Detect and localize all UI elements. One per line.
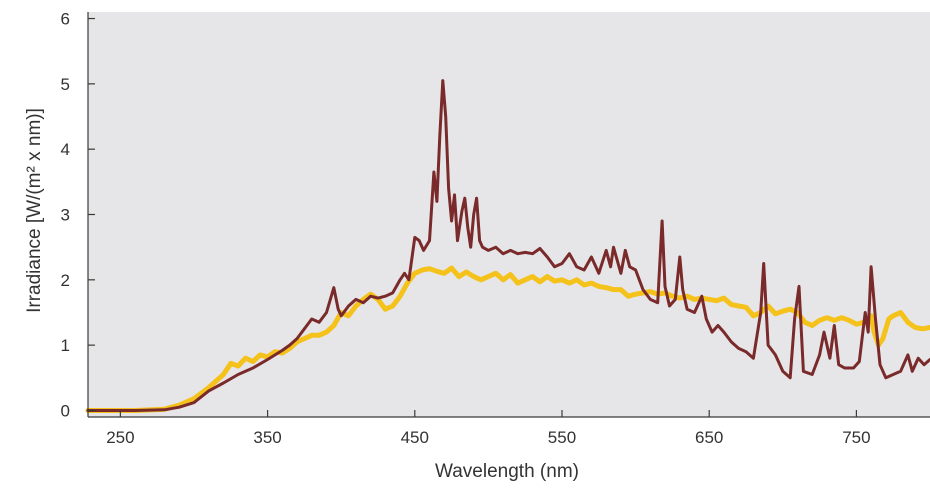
axes-layer: 0 1 2 3 4 5 6 250 350 450 550 650 750: [61, 10, 930, 447]
x-tick-label: 250: [106, 428, 134, 447]
y-tick-label: 5: [61, 75, 70, 94]
x-tick-label: 450: [401, 428, 429, 447]
y-tick-label: 2: [61, 271, 70, 290]
x-axis-label: Wavelength (nm): [435, 461, 579, 482]
series-line-dark-red: [86, 79, 930, 412]
y-tick-label: 3: [61, 206, 70, 225]
x-tick-label: 650: [695, 428, 723, 447]
series-layer: [85, 79, 930, 413]
plot-background: [88, 12, 930, 417]
y-tick-label: 6: [61, 10, 70, 29]
y-tick-label: 1: [61, 336, 70, 355]
y-axis-label: Irradiance [W/(m² x nm)]: [24, 108, 45, 313]
x-tick-label: 350: [253, 428, 281, 447]
series-line-yellow: [85, 265, 930, 413]
y-tick-label: 0: [61, 401, 70, 420]
x-tick-label: 750: [842, 428, 870, 447]
x-tick-label: 550: [548, 428, 576, 447]
y-tick-label: 4: [61, 140, 70, 159]
